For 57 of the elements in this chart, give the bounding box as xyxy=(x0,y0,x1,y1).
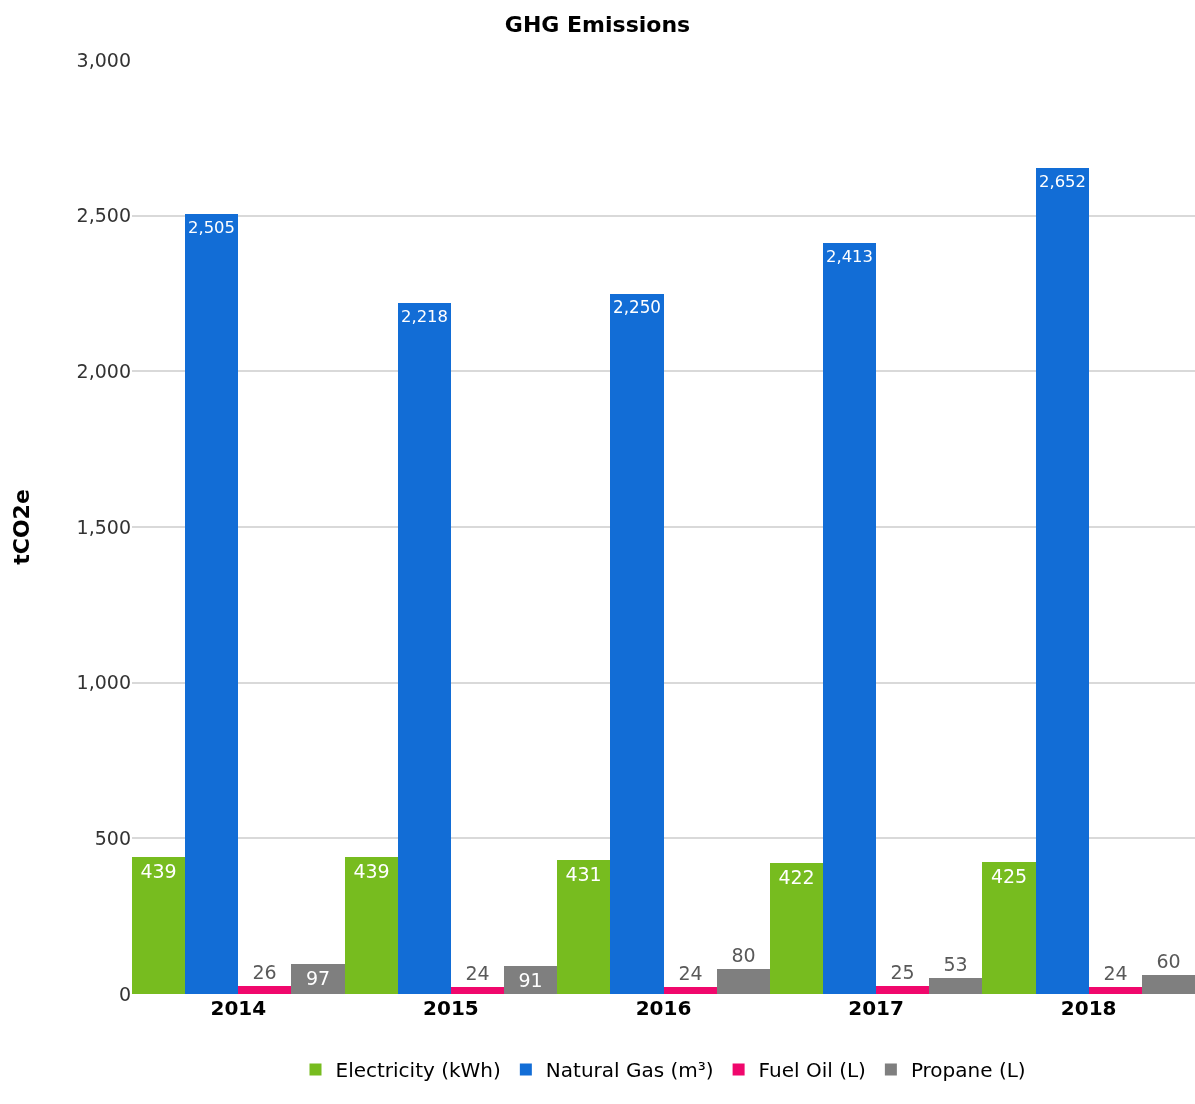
data-label: 60 xyxy=(1156,950,1181,972)
bar xyxy=(132,857,185,994)
data-label: 25 xyxy=(890,961,915,983)
data-label: 439 xyxy=(140,860,177,882)
bar xyxy=(1036,168,1089,994)
bar xyxy=(238,986,291,994)
data-label: 439 xyxy=(353,860,390,882)
bar xyxy=(1142,975,1195,994)
x-tick-label: 2014 xyxy=(210,996,267,1020)
legend-label: Natural Gas (m³) xyxy=(545,1058,714,1083)
y-tick-label: 500 xyxy=(94,826,131,849)
x-tick-label: 2018 xyxy=(1060,996,1117,1020)
bar xyxy=(398,303,451,994)
data-label: 2,413 xyxy=(826,246,873,266)
x-tick-label: 2016 xyxy=(635,996,692,1020)
legend-label: Fuel Oil (L) xyxy=(758,1058,866,1083)
legend-label: Electricity (kWh) xyxy=(335,1058,501,1083)
data-label: 2,250 xyxy=(613,296,661,317)
data-label: 24 xyxy=(465,962,490,984)
y-tick-label: 0 xyxy=(118,982,131,1005)
bar xyxy=(1089,987,1142,994)
data-label: 425 xyxy=(990,865,1028,887)
legend-label: Propane (L) xyxy=(910,1058,1026,1083)
data-label: 91 xyxy=(518,969,543,991)
bar xyxy=(876,986,929,994)
bar xyxy=(451,987,504,994)
chart-title: GHG Emissions xyxy=(504,11,691,37)
bar xyxy=(345,857,398,994)
bar xyxy=(185,214,238,994)
y-tick-label: 2,500 xyxy=(76,204,131,227)
bar xyxy=(291,964,345,994)
bar xyxy=(610,294,664,994)
x-tick-label: 2017 xyxy=(848,996,904,1020)
bar xyxy=(557,860,610,994)
data-label: 80 xyxy=(731,944,756,966)
data-label: 2,505 xyxy=(188,217,235,237)
y-axis-title: tCO2e xyxy=(9,489,35,565)
data-label: 53 xyxy=(943,953,968,975)
bar xyxy=(823,243,876,994)
bar xyxy=(982,862,1036,994)
data-label: 431 xyxy=(565,863,602,885)
bar xyxy=(929,978,982,994)
data-label: 26 xyxy=(252,961,277,983)
data-label: 24 xyxy=(678,962,703,984)
data-label: 24 xyxy=(1103,962,1128,984)
y-tick-label: 1,000 xyxy=(76,671,131,694)
bar xyxy=(770,863,823,994)
y-tick-label: 3,000 xyxy=(76,48,131,71)
bar xyxy=(664,987,717,994)
data-label: 422 xyxy=(778,866,815,888)
data-label: 2,218 xyxy=(401,306,448,326)
y-tick-label: 2,000 xyxy=(76,359,131,382)
data-label: 2,652 xyxy=(1039,171,1086,191)
y-tick-label: 1,500 xyxy=(76,515,131,538)
x-tick-label: 2015 xyxy=(423,996,479,1020)
bar xyxy=(717,969,770,994)
data-label: 97 xyxy=(305,967,331,989)
